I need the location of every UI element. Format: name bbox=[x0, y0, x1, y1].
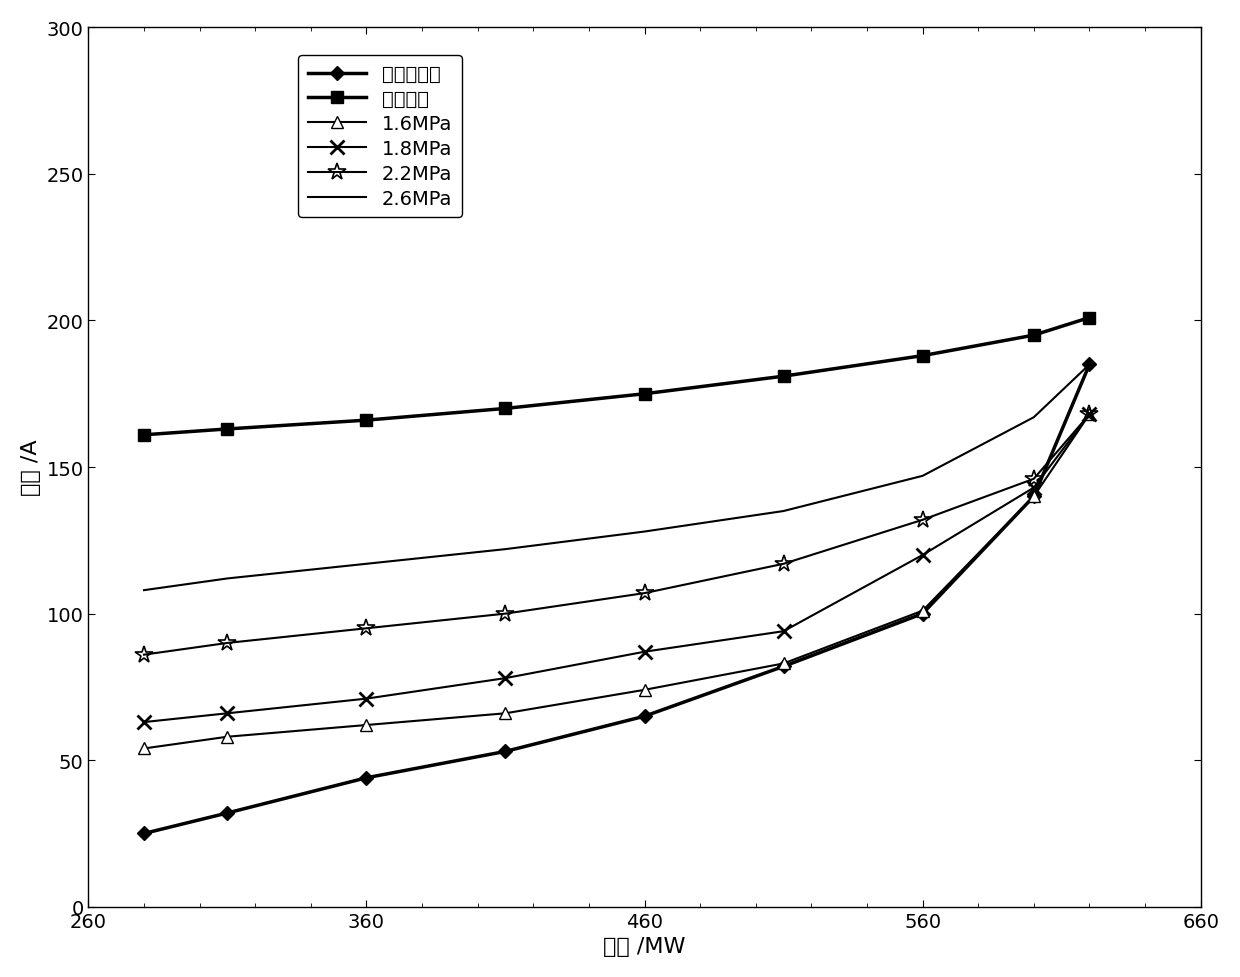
1.6MPa bbox=[136, 743, 151, 754]
1.8MPa bbox=[360, 693, 374, 704]
2.2MPa bbox=[136, 649, 151, 660]
2.6MPa bbox=[1083, 360, 1097, 371]
Line: 工频运行: 工频运行 bbox=[139, 313, 1095, 441]
工频运行 bbox=[1083, 313, 1097, 324]
2.6MPa bbox=[1027, 412, 1042, 424]
2.2MPa bbox=[637, 587, 652, 599]
工频运行 bbox=[915, 351, 930, 362]
工频运行 bbox=[498, 404, 513, 415]
无压力低限 bbox=[776, 660, 791, 672]
1.6MPa bbox=[1027, 491, 1042, 503]
无压力低限 bbox=[915, 608, 930, 619]
工频运行 bbox=[776, 371, 791, 383]
X-axis label: 负荷 /MW: 负荷 /MW bbox=[604, 936, 686, 956]
Legend: 无压力低限, 工频运行, 1.6MPa, 1.8MPa, 2.2MPa, 2.6MPa: 无压力低限, 工频运行, 1.6MPa, 1.8MPa, 2.2MPa, 2.6… bbox=[299, 56, 463, 218]
1.8MPa bbox=[915, 549, 930, 561]
2.2MPa bbox=[915, 515, 930, 527]
1.8MPa bbox=[1083, 409, 1097, 421]
2.6MPa bbox=[637, 527, 652, 538]
Line: 1.6MPa: 1.6MPa bbox=[138, 408, 1096, 755]
1.8MPa bbox=[1027, 483, 1042, 494]
2.2MPa bbox=[1083, 409, 1097, 421]
1.6MPa bbox=[1083, 409, 1097, 421]
2.2MPa bbox=[360, 622, 374, 634]
Line: 2.2MPa: 2.2MPa bbox=[135, 405, 1099, 664]
无压力低限 bbox=[219, 807, 234, 819]
2.6MPa bbox=[776, 506, 791, 518]
1.6MPa bbox=[915, 605, 930, 616]
2.2MPa bbox=[1027, 474, 1042, 486]
1.8MPa bbox=[637, 646, 652, 658]
工频运行 bbox=[136, 430, 151, 442]
无压力低限 bbox=[360, 772, 374, 784]
2.2MPa bbox=[219, 637, 234, 649]
无压力低限 bbox=[1027, 491, 1042, 503]
1.6MPa bbox=[498, 707, 513, 719]
2.6MPa bbox=[219, 573, 234, 584]
1.6MPa bbox=[637, 684, 652, 696]
无压力低限 bbox=[637, 710, 652, 722]
Line: 无压力低限: 无压力低限 bbox=[139, 361, 1094, 838]
2.2MPa bbox=[498, 608, 513, 619]
无压力低限 bbox=[498, 745, 513, 757]
1.6MPa bbox=[219, 731, 234, 743]
1.8MPa bbox=[498, 672, 513, 684]
工频运行 bbox=[219, 424, 234, 436]
工频运行 bbox=[1027, 330, 1042, 342]
1.8MPa bbox=[219, 707, 234, 719]
1.8MPa bbox=[136, 716, 151, 728]
1.6MPa bbox=[360, 719, 374, 731]
无压力低限 bbox=[136, 828, 151, 839]
工频运行 bbox=[360, 415, 374, 427]
Line: 1.8MPa: 1.8MPa bbox=[138, 408, 1096, 729]
无压力低限 bbox=[1083, 360, 1097, 371]
Y-axis label: 电流 /A: 电流 /A bbox=[21, 440, 41, 496]
Line: 2.6MPa: 2.6MPa bbox=[144, 365, 1090, 590]
2.6MPa bbox=[136, 584, 151, 596]
2.6MPa bbox=[498, 543, 513, 555]
2.2MPa bbox=[776, 558, 791, 570]
2.6MPa bbox=[915, 471, 930, 483]
1.6MPa bbox=[776, 658, 791, 669]
工频运行 bbox=[637, 389, 652, 401]
1.8MPa bbox=[776, 625, 791, 637]
2.6MPa bbox=[360, 558, 374, 570]
